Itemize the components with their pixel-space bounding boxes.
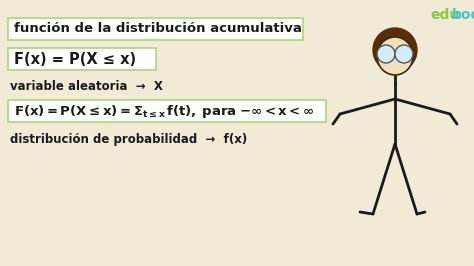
- Ellipse shape: [377, 37, 413, 75]
- Text: boom: boom: [452, 8, 474, 22]
- Circle shape: [395, 45, 413, 63]
- Circle shape: [377, 45, 395, 63]
- Text: variable aleatoria  →  X: variable aleatoria → X: [10, 80, 163, 93]
- Text: distribución de probabilidad  →  f(x): distribución de probabilidad → f(x): [10, 134, 247, 147]
- FancyBboxPatch shape: [8, 48, 156, 70]
- Text: función de la distribución acumulativa: función de la distribución acumulativa: [14, 23, 302, 35]
- FancyBboxPatch shape: [8, 100, 326, 122]
- Text: $\mathbf{F(x) = P(X \leq x) = \Sigma_{t \leq x}\,f(t), \; para \; {-\infty} < x : $\mathbf{F(x) = P(X \leq x) = \Sigma_{t …: [14, 102, 315, 119]
- Text: edu: edu: [430, 8, 459, 22]
- Text: F(x) = P(X ≤ x): F(x) = P(X ≤ x): [14, 52, 136, 66]
- FancyBboxPatch shape: [8, 18, 303, 40]
- Circle shape: [373, 28, 417, 72]
